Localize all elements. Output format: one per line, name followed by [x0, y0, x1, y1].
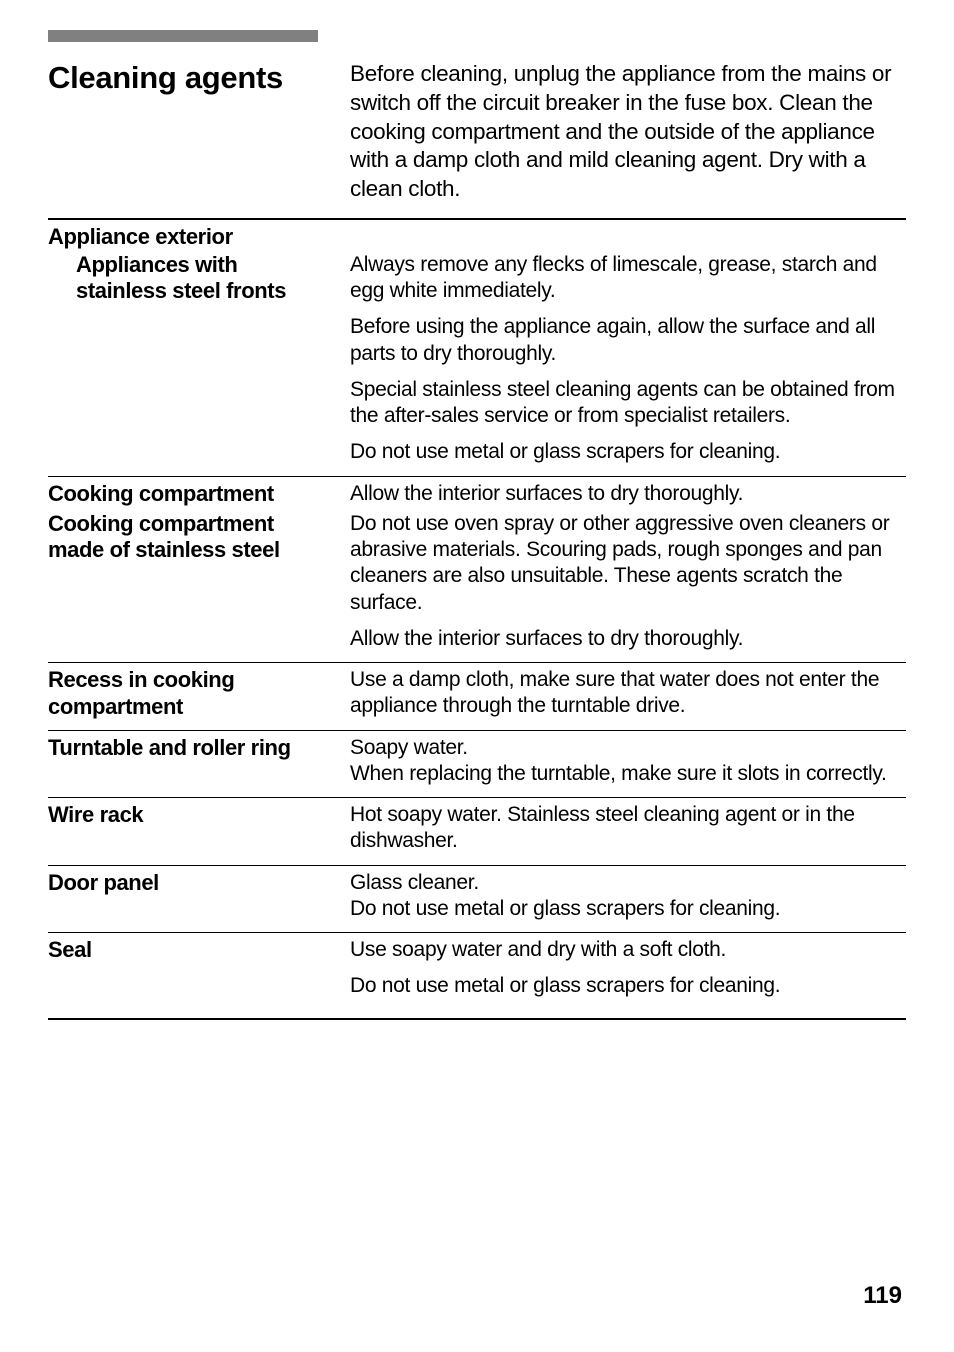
row-rule — [48, 662, 906, 663]
main-heading: Cleaning agents — [48, 60, 330, 96]
body-text: Do not use metal or glass scrapers for c… — [350, 439, 906, 465]
body-text: Do not use oven spray or other aggressiv… — [350, 511, 906, 616]
row-rule — [48, 932, 906, 933]
header-rule — [48, 30, 318, 42]
turntable-row: Turntable and roller ring Soapy water. W… — [48, 735, 906, 792]
body-text: Allow the interior surfaces to dry thoro… — [350, 481, 906, 507]
stainless-fronts-heading: Appliances with stainless steel fronts — [48, 252, 330, 305]
body-text: Hot soapy water. Stainless steel cleanin… — [350, 802, 906, 855]
cooking-compartment-stainless-heading: Cooking compartment made of stainless st… — [48, 511, 330, 564]
body-text: Glass cleaner. — [350, 870, 906, 896]
row-rule — [48, 730, 906, 731]
row-rule — [48, 476, 906, 477]
body-text: Use a damp cloth, make sure that water d… — [350, 667, 906, 720]
appliance-exterior-heading: Appliance exterior — [48, 224, 906, 250]
section-rule — [48, 1018, 906, 1020]
cooking-compartment-heading: Cooking compartment — [48, 481, 330, 507]
body-text: Do not use metal or glass scrapers for c… — [350, 896, 906, 922]
page-content: Cleaning agents Before cleaning, unplug … — [0, 0, 954, 1020]
wire-rack-heading: Wire rack — [48, 802, 330, 828]
door-panel-heading: Door panel — [48, 870, 330, 896]
body-text: Use soapy water and dry with a soft clot… — [350, 937, 906, 963]
page-number: 119 — [863, 1282, 902, 1310]
body-text: Special stainless steel cleaning agents … — [350, 377, 906, 430]
seal-heading: Seal — [48, 937, 330, 963]
wire-rack-row: Wire rack Hot soapy water. Stainless ste… — [48, 802, 906, 859]
recess-row: Recess in cooking compartment Use a damp… — [48, 667, 906, 724]
recess-heading: Recess in cooking compartment — [48, 667, 330, 720]
body-text: Before using the appliance again, allow … — [350, 314, 906, 367]
seal-row: Seal Use soapy water and dry with a soft… — [48, 937, 906, 1004]
intro-paragraph: Before cleaning, unplug the appliance fr… — [350, 60, 906, 204]
body-text: When replacing the turntable, make sure … — [350, 761, 906, 787]
body-text: Do not use metal or glass scrapers for c… — [350, 973, 906, 999]
cooking-compartment-row: Cooking compartment Allow the interior s… — [48, 481, 906, 511]
cooking-compartment-stainless-row: Cooking compartment made of stainless st… — [48, 511, 906, 656]
row-rule — [48, 797, 906, 798]
stainless-fronts-row: Appliances with stainless steel fronts A… — [48, 252, 906, 470]
body-text: Soapy water. — [350, 735, 906, 761]
door-panel-row: Door panel Glass cleaner. Do not use met… — [48, 870, 906, 927]
section-rule — [48, 218, 906, 220]
body-text: Allow the interior surfaces to dry thoro… — [350, 626, 906, 652]
heading-block: Cleaning agents Before cleaning, unplug … — [48, 60, 906, 204]
row-rule — [48, 865, 906, 866]
turntable-heading: Turntable and roller ring — [48, 735, 330, 761]
body-text: Always remove any flecks of limescale, g… — [350, 252, 906, 305]
